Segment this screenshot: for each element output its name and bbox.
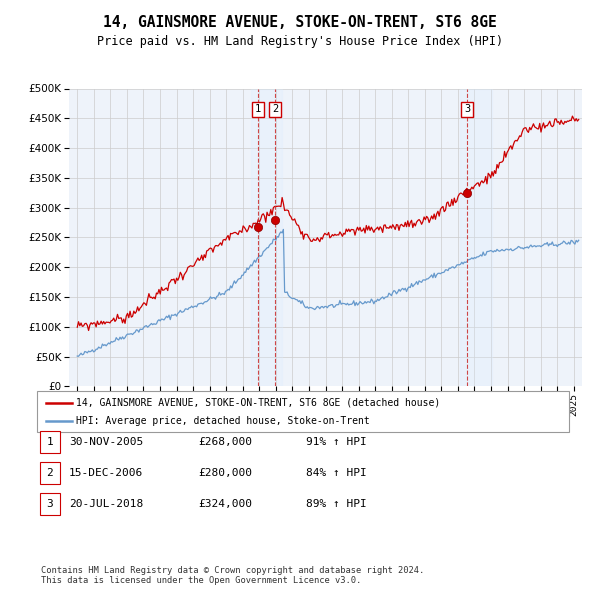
Text: 14, GAINSMORE AVENUE, STOKE-ON-TRENT, ST6 8GE: 14, GAINSMORE AVENUE, STOKE-ON-TRENT, ST…: [103, 15, 497, 30]
Text: Price paid vs. HM Land Registry's House Price Index (HPI): Price paid vs. HM Land Registry's House …: [97, 35, 503, 48]
Text: 20-JUL-2018: 20-JUL-2018: [69, 500, 143, 509]
Text: £324,000: £324,000: [198, 500, 252, 509]
Text: 2: 2: [46, 468, 53, 478]
Text: 3: 3: [46, 500, 53, 509]
Text: 15-DEC-2006: 15-DEC-2006: [69, 468, 143, 478]
Text: 30-NOV-2005: 30-NOV-2005: [69, 437, 143, 447]
Bar: [460, 88, 492, 386]
Text: 3: 3: [464, 104, 470, 114]
Text: £268,000: £268,000: [198, 437, 252, 447]
Bar: [251, 88, 282, 386]
Text: HPI: Average price, detached house, Stoke-on-Trent: HPI: Average price, detached house, Stok…: [76, 416, 370, 426]
Text: 14, GAINSMORE AVENUE, STOKE-ON-TRENT, ST6 8GE (detached house): 14, GAINSMORE AVENUE, STOKE-ON-TRENT, ST…: [76, 398, 440, 408]
Text: Contains HM Land Registry data © Crown copyright and database right 2024.
This d: Contains HM Land Registry data © Crown c…: [41, 566, 424, 585]
Text: 2: 2: [272, 104, 278, 114]
Text: £280,000: £280,000: [198, 468, 252, 478]
Text: 1: 1: [255, 104, 261, 114]
Text: 89% ↑ HPI: 89% ↑ HPI: [306, 500, 367, 509]
Text: 1: 1: [46, 437, 53, 447]
Text: 84% ↑ HPI: 84% ↑ HPI: [306, 468, 367, 478]
Text: 91% ↑ HPI: 91% ↑ HPI: [306, 437, 367, 447]
